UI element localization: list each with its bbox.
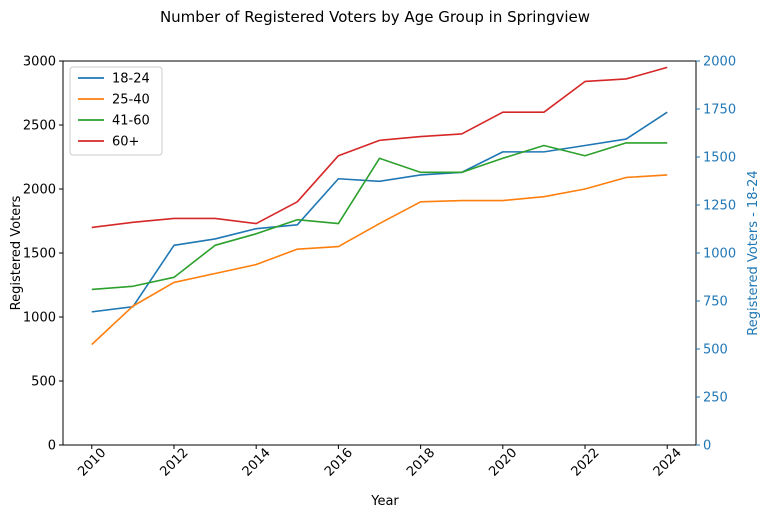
y-right-tick-label: 0 — [703, 439, 711, 454]
legend-box — [69, 66, 163, 156]
x-tick-label: 2010 — [75, 446, 109, 480]
legend-label-0: 18-24 — [112, 72, 150, 87]
y-right-tick-label: 1500 — [703, 151, 736, 166]
series-line-2 — [91, 142, 668, 291]
series-line-1 — [91, 174, 668, 346]
legend-label-2: 41-60 — [112, 114, 150, 129]
x-tick-label: 2016 — [322, 446, 356, 480]
x-tick-label: 2012 — [158, 446, 192, 480]
y-right-tick-label: 500 — [703, 343, 728, 358]
legend-label-1: 25-40 — [112, 93, 150, 108]
y-right-tick-label: 1750 — [703, 103, 736, 118]
x-tick-label: 2024 — [651, 446, 685, 480]
plot-lines — [91, 66, 668, 346]
y-right-tick-label: 1250 — [703, 199, 736, 214]
y-right-tick-label: 750 — [703, 295, 728, 310]
y-tick-label: 2000 — [23, 183, 56, 198]
legend: 18-24 25-40 41-60 60+ — [69, 66, 163, 156]
y-tick-label: 1500 — [23, 247, 56, 262]
x-axis-label: Year — [370, 494, 399, 509]
series-line-0 — [91, 111, 668, 313]
y-tick-label: 3000 — [23, 55, 56, 70]
y-right-tick-label: 250 — [703, 391, 728, 406]
chart-title: Number of Registered Voters by Age Group… — [160, 8, 590, 26]
series-line-3 — [91, 66, 668, 229]
y-axis-right-label: Registered Voters - 18-24 — [746, 170, 761, 335]
y-right-tick-label: 1000 — [703, 247, 736, 262]
x-tick-label: 2014 — [240, 446, 274, 480]
y-axis-right: 0 250 500 750 1000 1250 1500 1750 2000 — [695, 55, 736, 454]
y-axis-left: 0 500 1000 1500 2000 2500 3000 — [23, 55, 63, 454]
y-axis-label: Registered Voters — [9, 195, 24, 310]
y-tick-label: 2500 — [23, 119, 56, 134]
x-tick-label: 2020 — [486, 446, 520, 480]
y-tick-label: 1000 — [23, 311, 56, 326]
x-tick-label: 2022 — [569, 446, 603, 480]
y-tick-label: 500 — [31, 375, 56, 390]
y-right-tick-label: 2000 — [703, 55, 736, 70]
y-tick-label: 0 — [48, 439, 56, 454]
legend-label-3: 60+ — [112, 135, 139, 150]
x-axis: 2010 2012 2014 2016 2018 2020 2022 2024 — [75, 445, 685, 480]
x-tick-label: 2018 — [404, 446, 438, 480]
